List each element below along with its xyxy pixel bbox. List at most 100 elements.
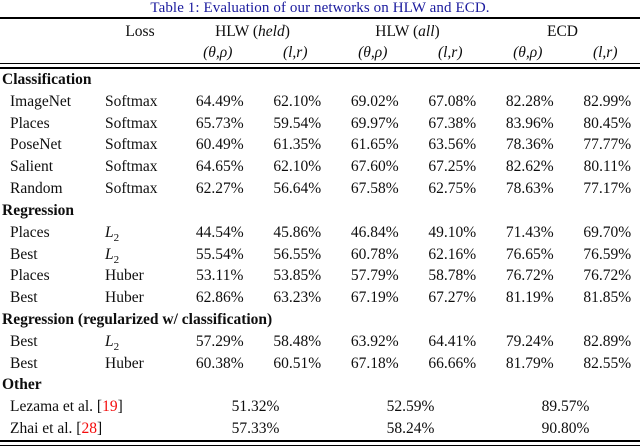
section-heading: Other	[2, 376, 42, 394]
loss-cell: Huber	[105, 267, 144, 285]
value-cell: 82.89%	[583, 332, 632, 350]
value-cell: 59.54%	[273, 114, 322, 132]
value-cell: 82.55%	[583, 354, 632, 372]
value-cell: 57.33%	[231, 420, 280, 437]
value-cell: 69.97%	[350, 114, 399, 132]
loss-cell: Huber	[105, 289, 144, 307]
value-cell: 69.02%	[350, 92, 399, 110]
column-group-header: ECD	[547, 23, 578, 40]
value-cell: 78.36%	[505, 136, 554, 154]
row-label: Best	[10, 332, 38, 350]
loss-cell: L2	[105, 332, 120, 353]
value-cell: 80.45%	[583, 114, 632, 132]
value-cell: 62.75%	[428, 180, 477, 198]
value-cell: 81.19%	[505, 289, 554, 307]
column-header-loss: Loss	[125, 23, 155, 40]
value-cell: 67.58%	[350, 180, 399, 198]
value-cell: 62.10%	[273, 158, 322, 176]
value-cell: 71.43%	[505, 223, 554, 241]
value-cell: 58.24%	[386, 420, 435, 437]
value-cell: 67.08%	[428, 92, 477, 110]
value-cell: 81.85%	[583, 289, 632, 307]
row-label: Places	[10, 223, 50, 241]
value-cell: 63.56%	[428, 136, 477, 154]
value-cell: 46.84%	[350, 223, 399, 241]
row-label-citation: Zhai et al. [28]	[10, 420, 103, 437]
value-cell: 56.55%	[273, 245, 322, 263]
value-cell: 78.63%	[505, 180, 554, 198]
value-cell: 67.18%	[350, 354, 399, 372]
section-heading: Regression	[2, 201, 75, 219]
value-cell: 63.23%	[273, 289, 322, 307]
value-cell: 61.35%	[273, 136, 322, 154]
column-subheader: (l,r)	[437, 44, 463, 61]
value-cell: 56.64%	[273, 180, 322, 198]
value-cell: 67.60%	[350, 158, 399, 176]
top-rule	[0, 17, 640, 19]
value-cell: 55.54%	[195, 245, 244, 263]
value-cell: 63.92%	[350, 332, 399, 350]
value-cell: 81.79%	[505, 354, 554, 372]
row-label-citation: Lezama et al. [19]	[10, 398, 123, 416]
value-cell: 60.51%	[273, 354, 322, 372]
loss-cell: Softmax	[105, 114, 158, 132]
value-cell: 80.11%	[583, 158, 631, 176]
value-cell: 82.99%	[583, 92, 632, 110]
value-cell: 76.72%	[505, 267, 554, 285]
row-label: Salient	[10, 158, 54, 176]
value-cell: 76.72%	[583, 267, 632, 285]
header-rule	[0, 63, 640, 69]
row-label: Best	[10, 289, 38, 307]
value-cell: 65.73%	[195, 114, 244, 132]
value-cell: 67.25%	[428, 158, 477, 176]
value-cell: 67.38%	[428, 114, 477, 132]
value-cell: 77.77%	[583, 136, 632, 154]
row-label: Random	[10, 180, 63, 198]
value-cell: 76.59%	[583, 245, 632, 263]
section-heading: Classification	[2, 71, 92, 88]
column-subheader: (θ,ρ)	[358, 44, 388, 61]
value-cell: 62.86%	[195, 289, 244, 307]
value-cell: 53.85%	[273, 267, 322, 285]
row-label: Places	[10, 267, 50, 285]
row-label: Best	[10, 245, 38, 263]
value-cell: 62.10%	[273, 92, 322, 110]
value-cell: 51.32%	[231, 398, 280, 416]
value-cell: 90.80%	[541, 420, 590, 437]
row-label: Best	[10, 354, 38, 372]
value-cell: 58.78%	[428, 267, 477, 285]
row-label: PoseNet	[10, 136, 62, 154]
value-cell: 57.29%	[195, 332, 244, 350]
loss-cell: Huber	[105, 354, 144, 372]
value-cell: 76.65%	[505, 245, 554, 263]
section-heading: Regression (regularized w/ classificatio…	[2, 310, 273, 328]
value-cell: 61.65%	[350, 136, 399, 154]
value-cell: 89.57%	[541, 398, 590, 416]
loss-cell: Softmax	[105, 136, 158, 154]
value-cell: 45.86%	[273, 223, 322, 241]
table-caption: Table 1: Evaluation of our networks on H…	[150, 0, 490, 16]
value-cell: 82.62%	[505, 158, 554, 176]
value-cell: 64.41%	[428, 332, 477, 350]
value-cell: 44.54%	[195, 223, 244, 241]
value-cell: 82.28%	[505, 92, 554, 110]
column-subheader: (θ,ρ)	[203, 44, 233, 61]
column-group-header: HLW (held)	[215, 23, 290, 40]
value-cell: 52.59%	[386, 398, 435, 416]
loss-cell: Softmax	[105, 158, 158, 176]
value-cell: 60.78%	[350, 245, 399, 263]
loss-cell: Softmax	[105, 92, 158, 110]
value-cell: 79.24%	[505, 332, 554, 350]
citation-ref: 28	[81, 420, 97, 437]
value-cell: 62.27%	[195, 180, 244, 198]
value-cell: 77.17%	[583, 180, 632, 198]
value-cell: 83.96%	[505, 114, 554, 132]
loss-cell: L2	[105, 223, 120, 244]
value-cell: 58.48%	[273, 332, 322, 350]
table-body: Classification ImageNet Softmax 64.49% 62.10…	[0, 69, 640, 440]
column-subheader: (l,r)	[592, 44, 618, 61]
value-cell: 60.49%	[195, 136, 244, 154]
column-subheader: (θ,ρ)	[513, 44, 543, 61]
value-cell: 49.10%	[428, 223, 477, 241]
